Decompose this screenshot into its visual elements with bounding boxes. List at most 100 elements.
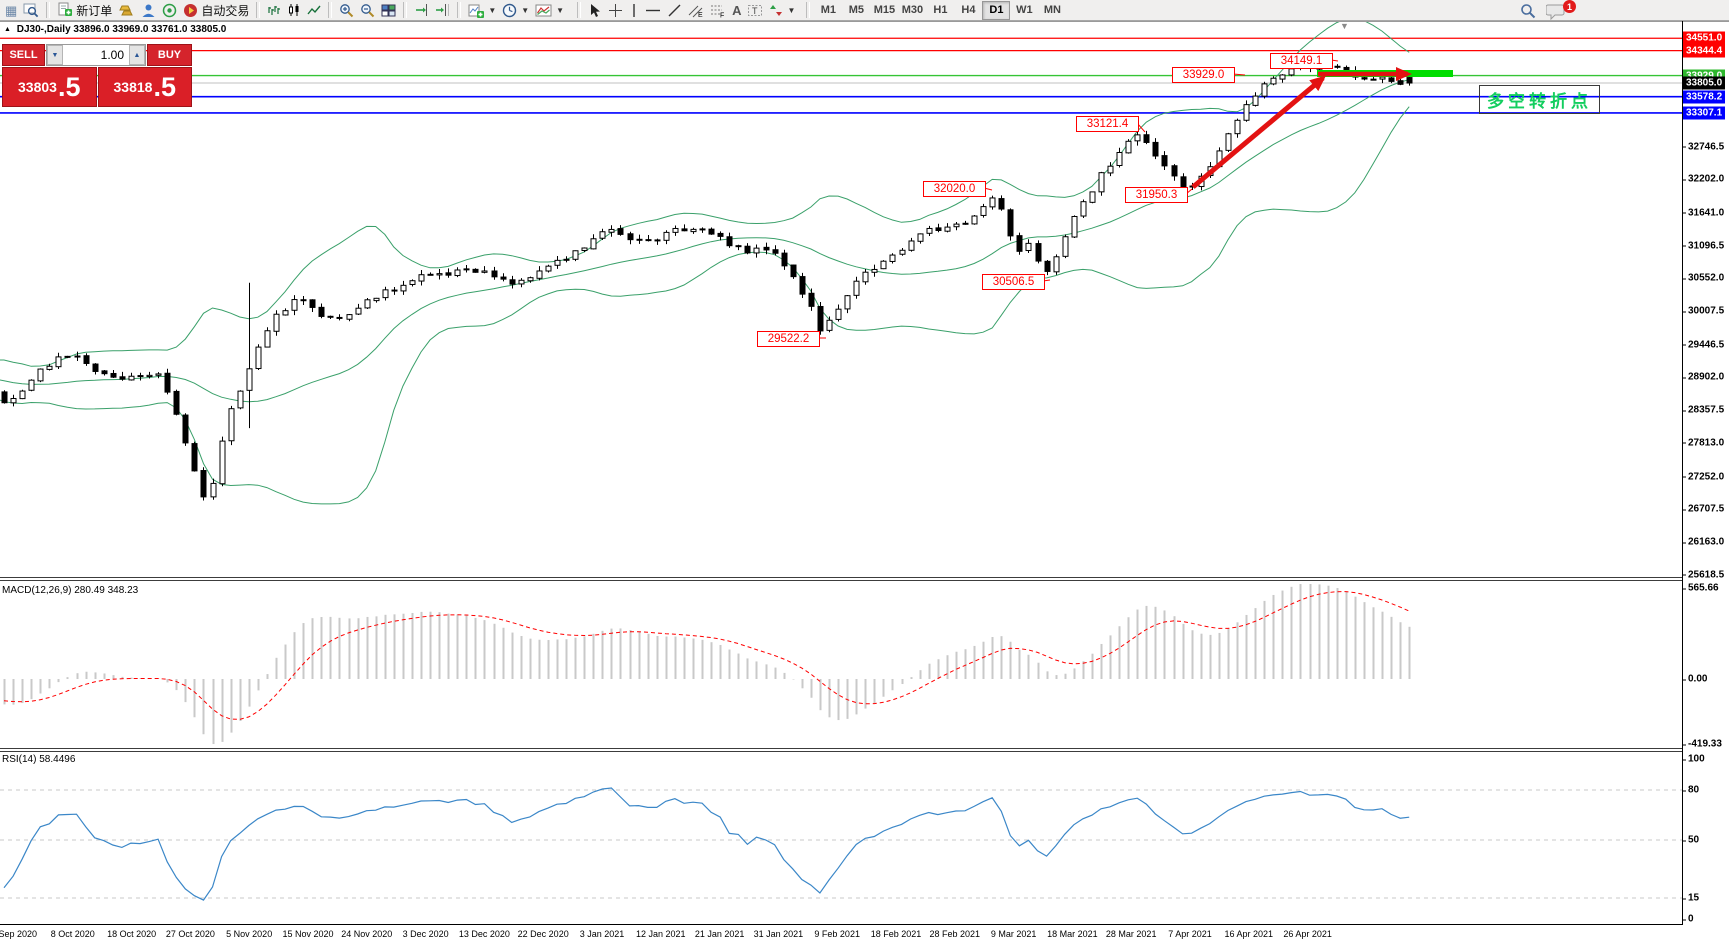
toolbar-separator: [328, 2, 333, 18]
timeframe-button-M15[interactable]: M15: [873, 4, 896, 16]
svg-text:E: E: [698, 12, 703, 18]
price-annotation[interactable]: 33929.0: [1172, 67, 1235, 83]
date-tick-label: 12 Jan 2021: [636, 929, 686, 939]
bar-chart-mode-button[interactable]: [264, 1, 284, 20]
date-tick-label: 3 Dec 2020: [402, 929, 449, 939]
publisher-button[interactable]: [138, 1, 159, 20]
price-annotation[interactable]: 32020.0: [923, 181, 986, 197]
deposit-button[interactable]: [115, 1, 138, 20]
date-tick-label: 31 Jan 2021: [753, 929, 804, 939]
crosshair-tool-button[interactable]: [605, 1, 626, 20]
fibonacci-icon: F: [711, 5, 724, 18]
ohlc-readout: 33896.0 33969.0 33761.0 33805.0: [73, 24, 227, 35]
volume-increase-button[interactable]: ▲: [129, 45, 145, 65]
symbol-period-label: DJ30-,Daily: [16, 24, 71, 35]
chart-window-icon: ▦: [5, 2, 18, 18]
chart-shift-icon: [436, 4, 450, 16]
buy-button[interactable]: BUY: [147, 44, 192, 66]
arrow-objects-icon: [770, 4, 783, 16]
price-annotation[interactable]: 29522.2: [757, 331, 820, 347]
notification-count-badge[interactable]: 1: [1563, 0, 1576, 13]
timeframe-button-H1[interactable]: H1: [933, 4, 948, 16]
line-chart-mode-button[interactable]: [304, 1, 324, 20]
date-tick-label: 22 Dec 2020: [517, 929, 569, 939]
zoom-in-icon: [340, 3, 354, 17]
toolbar-separator: [256, 2, 261, 18]
price-annotation[interactable]: 31950.3: [1125, 187, 1188, 203]
search-icon[interactable]: [1520, 3, 1536, 19]
timeframe-button-MN[interactable]: MN: [1043, 4, 1061, 16]
new-order-label: 新订单: [76, 3, 113, 18]
timeframe-button-W1[interactable]: W1: [1016, 4, 1033, 16]
add-indicator-icon: [468, 4, 485, 18]
sell-price-quote[interactable]: 33803.5: [2, 67, 97, 107]
auto-scroll-icon: [416, 4, 428, 16]
price-annotation[interactable]: 34149.1: [1270, 53, 1333, 69]
candlestick-mode-button[interactable]: [284, 1, 304, 20]
template-dropdown[interactable]: ▼: [532, 1, 567, 20]
add-indicator-dropdown[interactable]: ▼: [465, 1, 499, 20]
date-tick-label: 9 Sep 2020: [0, 929, 38, 939]
date-tick-label: 28 Mar 2021: [1105, 929, 1157, 939]
price-annotation[interactable]: 33121.4: [1076, 116, 1139, 132]
price-tick-label: 32202.0: [1681, 173, 1725, 185]
svg-text:F: F: [720, 12, 724, 18]
trendline-tool-button[interactable]: [664, 1, 685, 20]
channel-icon: E: [688, 5, 703, 18]
price-line-badge: 33805.0: [1683, 76, 1726, 90]
webcast-button[interactable]: [159, 1, 180, 20]
volume-decrease-button[interactable]: ▼: [47, 45, 63, 65]
auto-scroll-button[interactable]: [411, 1, 432, 20]
arrows-tool-dropdown[interactable]: ▼: [766, 1, 798, 20]
timeframe-button-M1[interactable]: M1: [820, 4, 837, 16]
horizontal-line-tool-button[interactable]: [642, 1, 664, 20]
vertical-line-tool-button[interactable]: [626, 1, 642, 20]
toolbar-separator: [806, 2, 811, 18]
horizontal-line-icon: [646, 9, 661, 11]
text-tool-button[interactable]: A: [729, 1, 744, 20]
timeframe-button-H4[interactable]: H4: [961, 4, 976, 16]
market-watch-button[interactable]: [20, 1, 42, 20]
text-label-icon: T: [748, 4, 763, 16]
equidistant-channel-tool-button[interactable]: E: [685, 1, 707, 20]
text-tool-icon: A: [732, 2, 742, 18]
price-annotation[interactable]: 30506.5: [982, 274, 1045, 290]
note-text-box[interactable]: 多空转折点: [1479, 85, 1600, 114]
date-tick-label: 9 Mar 2021: [990, 929, 1037, 939]
toolbar-separator: [403, 2, 408, 18]
dropdown-arrow-icon: ▼: [787, 5, 796, 15]
sell-button[interactable]: SELL: [2, 44, 45, 66]
webcast-icon: [163, 3, 177, 17]
text-label-tool-button[interactable]: T: [744, 1, 766, 20]
candlestick-icon: [289, 4, 299, 16]
one-click-trading-panel: SELL ▼ 1.00 ▲ BUY 33803.5 33818.5: [2, 44, 192, 107]
dropdown-arrow-icon: ▼: [556, 5, 565, 15]
buy-price-quote[interactable]: 33818.5: [97, 67, 192, 107]
toolbar-separator: [457, 2, 462, 18]
timeframe-button-M30[interactable]: M30: [901, 4, 924, 16]
fibonacci-tool-button[interactable]: F: [707, 1, 729, 20]
toolbar-right-group: [1520, 0, 1566, 21]
date-tick-label: 16 Apr 2021: [1224, 929, 1274, 939]
tile-windows-button[interactable]: [378, 1, 399, 20]
macd-tick-label: 565.66: [1682, 582, 1719, 594]
window-magnifier-icon: [23, 3, 39, 18]
collapse-triangle-icon[interactable]: ▲: [4, 26, 11, 33]
timeframe-button-M5[interactable]: M5: [848, 4, 865, 16]
date-tick-label: 18 Feb 2021: [870, 929, 922, 939]
chart-shift-marker-icon[interactable]: ▼: [1340, 21, 1349, 31]
date-tick-label: 27 Oct 2020: [165, 929, 215, 939]
volume-input[interactable]: 1.00: [100, 48, 124, 62]
macd-tick-label: -419.33: [1682, 738, 1722, 750]
new-order-button[interactable]: 新订单: [54, 1, 115, 20]
period-dropdown[interactable]: ▼: [499, 1, 532, 20]
new-order-icon: [58, 2, 73, 16]
chart-shift-button[interactable]: [432, 1, 453, 20]
zoom-in-button[interactable]: [336, 1, 357, 20]
cursor-tool-button[interactable]: [585, 1, 605, 20]
chart-window-button[interactable]: ▦: [2, 1, 20, 20]
timeframe-button-D1[interactable]: D1: [982, 0, 1011, 20]
zoom-out-button[interactable]: [357, 1, 378, 20]
auto-trading-button[interactable]: 自动交易: [180, 1, 252, 20]
